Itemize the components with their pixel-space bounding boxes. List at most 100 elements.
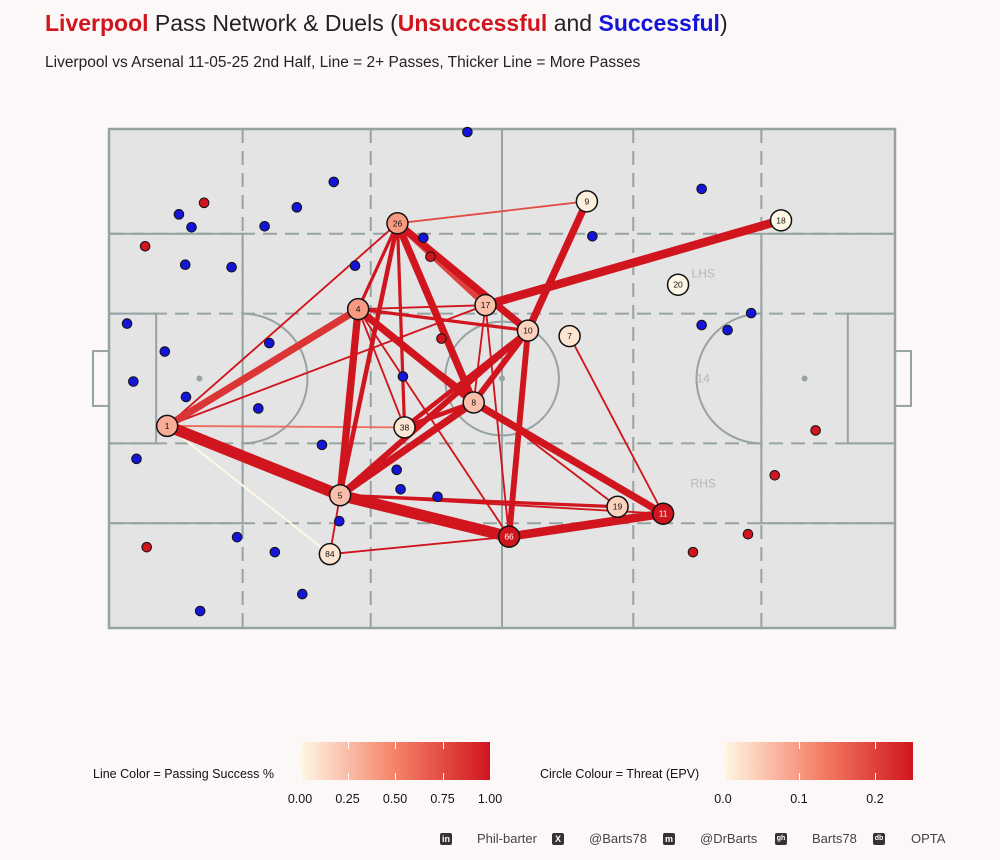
legend-tick-mark: [723, 773, 724, 780]
player-circle: [769, 209, 793, 232]
player-node-84: 84: [318, 542, 342, 566]
player-node-8: 8: [462, 391, 485, 414]
legend-tick-mark: [347, 773, 349, 780]
pass-line-5-10: [338, 328, 530, 498]
footer-linkedin[interactable]: in Phil-barter: [440, 831, 537, 846]
player-circle: [474, 293, 497, 317]
player-circle: [516, 319, 540, 342]
duel-successful: [397, 371, 409, 382]
circle-color-scale: [723, 742, 913, 780]
player-node-11: 11: [651, 502, 675, 525]
pass-line-5-19: [340, 493, 618, 509]
legend-tick-label: 0.25: [335, 792, 360, 806]
x-icon: X: [552, 832, 564, 845]
pass-line-1-26: [166, 222, 399, 427]
player-node-17: 17: [474, 293, 497, 317]
dropbox-icon: db: [873, 832, 885, 845]
footer-github[interactable]: gh Barts78: [775, 831, 857, 846]
player-node-10: 10: [516, 319, 540, 342]
pass-line-5-26: [337, 222, 400, 496]
duel-successful: [179, 259, 191, 271]
player-number: 5: [338, 490, 343, 500]
left-penalty-spot: [196, 375, 203, 382]
player-circle: [606, 495, 629, 518]
pass-line-1-38: [167, 424, 405, 429]
pass-line-5-66: [338, 489, 511, 543]
player-node-5: 5: [328, 484, 352, 507]
pass-line-10-4: [357, 307, 529, 333]
chart-subtitle: Liverpool vs Arsenal 11-05-25 2nd Half, …: [45, 54, 641, 71]
player-number: 10: [523, 326, 533, 336]
player-circle: [462, 391, 485, 414]
duel-successful: [259, 221, 270, 232]
legend-tick-mark: [300, 742, 301, 749]
legend-tick-label: 0.0: [714, 792, 732, 806]
player-number: 17: [481, 300, 491, 310]
player-circle: [393, 416, 416, 439]
footer-x[interactable]: X @Barts78: [552, 831, 647, 846]
right-goal: [894, 350, 912, 407]
legend-tick-mark: [395, 773, 396, 780]
footer-mastodon-text: @DrBarts: [700, 831, 758, 846]
player-node-4: 4: [346, 297, 370, 321]
duel-successful: [173, 209, 185, 220]
legend-tick-mark: [347, 742, 349, 749]
circle-legend-label: Circle Colour = Threat (EPV): [540, 767, 700, 781]
pass-line-7-11: [568, 335, 664, 515]
pass-line-26-4: [356, 222, 399, 310]
player-number: 19: [613, 502, 623, 512]
duel-successful: [333, 515, 345, 527]
footer-linkedin-text: Phil-barter: [477, 831, 537, 846]
player-node-9: 9: [575, 190, 599, 213]
duel-successful: [349, 260, 361, 272]
duel-unsuccessful: [810, 425, 821, 436]
pass-line-38-26: [395, 223, 407, 428]
footer-github-text: Barts78: [812, 831, 857, 846]
player-node-19: 19: [606, 495, 629, 518]
legend-tick-mark: [300, 773, 301, 780]
zone-label-lhs: LHS: [692, 267, 715, 281]
player-number: 1: [165, 421, 170, 431]
title-successful: Successful: [598, 10, 720, 36]
duel-successful: [131, 453, 142, 465]
pass-line-1-4: [165, 306, 361, 429]
duel-successful: [696, 319, 707, 331]
duel-successful: [696, 183, 707, 195]
pass-line-1-84: [166, 425, 331, 555]
title-unsuccessful: Unsuccessful: [397, 10, 548, 36]
player-circle: [328, 484, 352, 507]
duel-unsuccessful: [141, 541, 153, 553]
pass-lines: [165, 199, 783, 556]
player-circle: [575, 190, 599, 213]
pass-line-66-11: [508, 509, 664, 541]
footer-mastodon[interactable]: m @DrBarts: [663, 831, 757, 846]
duel-unsuccessful: [425, 251, 436, 263]
player-node-26: 26: [386, 212, 409, 235]
legend-tick-label: 0.1: [790, 792, 808, 806]
player-circle: [386, 212, 409, 235]
chart-title: Liverpool Pass Network & Duels (Unsucces…: [45, 10, 728, 37]
pass-line-66-84: [329, 535, 510, 556]
zone-label-rhs: RHS: [691, 476, 716, 490]
player-node-18: 18: [769, 209, 793, 232]
player-node-1: 1: [155, 414, 179, 438]
duel-successful: [180, 391, 192, 403]
duel-successful: [121, 318, 133, 329]
duel-successful: [587, 230, 598, 242]
legend-tick-mark: [442, 773, 444, 780]
github-icon: gh: [775, 832, 787, 845]
zone-label-14: 14: [697, 372, 711, 386]
centre-spot: [499, 375, 505, 382]
duel-successful: [269, 546, 281, 558]
duel-successful: [432, 491, 443, 503]
legend-tick-mark: [875, 742, 876, 749]
footer-source-text: OPTA: [911, 831, 946, 846]
player-number: 84: [325, 549, 335, 559]
duel-successful: [226, 261, 237, 273]
pass-line-10-9: [524, 199, 591, 333]
mastodon-icon: m: [663, 832, 675, 845]
player-number: 38: [400, 422, 410, 432]
pass-line-38-4: [357, 308, 406, 428]
